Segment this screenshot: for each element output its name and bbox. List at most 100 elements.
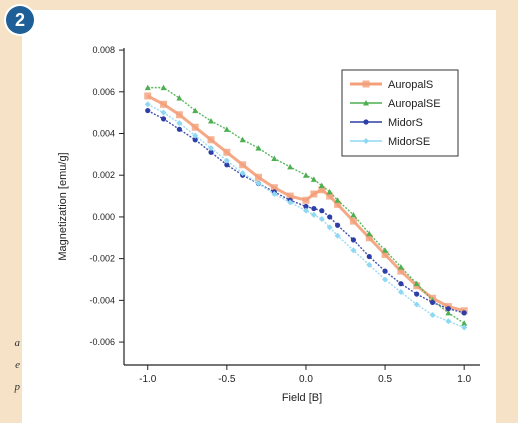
data-point	[429, 311, 436, 318]
data-point	[271, 190, 278, 197]
data-point	[334, 197, 341, 203]
data-point	[319, 208, 325, 214]
y-tick-label: 0.002	[92, 170, 115, 180]
y-tick-label: -0.006	[89, 337, 115, 347]
caption-fragment: a	[14, 337, 21, 349]
data-point	[192, 107, 199, 114]
y-tick-label: 0.006	[92, 87, 115, 97]
series-midorse	[144, 101, 468, 331]
x-axis-label: Field [B]	[282, 392, 322, 404]
x-tick-label: -0.5	[218, 374, 236, 385]
data-point	[445, 306, 451, 312]
legend-label: AuropalSE	[388, 98, 441, 110]
data-point	[350, 247, 357, 254]
data-point	[310, 176, 317, 182]
data-point	[326, 224, 333, 231]
data-point	[318, 182, 325, 189]
data-point	[208, 117, 215, 124]
data-point	[160, 109, 167, 116]
data-point	[326, 192, 334, 200]
series-line	[147, 86, 465, 324]
y-axis-label: Magnetization [emu/g]	[57, 152, 69, 260]
data-point	[302, 207, 309, 214]
data-point	[286, 192, 294, 200]
data-point	[365, 234, 373, 242]
data-point	[445, 309, 452, 316]
data-point	[334, 200, 342, 208]
y-tick-label: 0.000	[92, 212, 115, 222]
data-point	[334, 232, 341, 239]
series-auropalse	[144, 84, 468, 326]
data-point	[255, 145, 262, 151]
data-point	[310, 211, 317, 218]
data-point	[192, 132, 199, 139]
data-point	[397, 289, 404, 296]
data-point	[327, 214, 333, 220]
magnetization-chart: -0.006 -0.004 -0.002 0.000 0.002 0.004 0.006 0.…	[57, 45, 480, 404]
data-point	[160, 100, 168, 108]
data-point	[224, 162, 230, 168]
data-point	[144, 101, 151, 108]
data-point	[382, 276, 389, 283]
data-point	[366, 253, 372, 260]
data-point	[310, 190, 318, 198]
data-point	[318, 186, 326, 194]
cropped-caption-text: a e p	[0, 332, 22, 398]
data-point	[398, 281, 404, 287]
data-point	[350, 211, 357, 218]
data-point	[207, 136, 215, 144]
data-point	[335, 222, 341, 228]
data-point	[381, 250, 389, 258]
data-point	[239, 136, 246, 143]
y-tick-label: 0.008	[92, 45, 115, 55]
data-point	[397, 267, 405, 275]
data-point	[239, 170, 246, 177]
data-point	[445, 318, 452, 325]
data-point	[366, 261, 373, 268]
data-point	[175, 111, 183, 119]
caption-fragment: e	[15, 359, 20, 371]
data-point	[397, 263, 404, 270]
chart-legend: AuropalS AuropalSE MidorS MidorSE	[341, 69, 459, 157]
data-point	[192, 137, 198, 143]
legend-swatch-marker	[362, 80, 370, 88]
x-tick-label: 1.0	[457, 374, 471, 385]
data-point	[144, 84, 151, 91]
data-point	[145, 107, 151, 114]
data-point	[461, 324, 468, 331]
x-tick-label: 0.5	[378, 374, 392, 385]
data-point	[382, 268, 388, 274]
legend-label: MidorSE	[388, 136, 430, 148]
chart-panel: -0.006 -0.004 -0.002 0.000 0.002 0.004 0.006 0.…	[22, 10, 496, 423]
data-point	[160, 84, 167, 91]
plot-axes: -0.006 -0.004 -0.002 0.000 0.002 0.004 0.006 0.…	[57, 45, 480, 404]
data-point	[223, 126, 230, 132]
legend-swatch-marker	[363, 138, 369, 144]
data-point	[311, 205, 317, 212]
data-point	[287, 199, 294, 206]
data-point	[270, 184, 278, 192]
y-tick-label: -0.004	[89, 295, 115, 305]
data-point	[413, 280, 420, 287]
data-point	[239, 161, 247, 169]
data-point	[318, 216, 325, 223]
data-point	[176, 126, 182, 132]
data-point	[382, 247, 389, 253]
plot-series	[144, 84, 468, 331]
data-point	[429, 299, 436, 306]
legend-swatch-marker	[363, 100, 369, 106]
y-tick-label: -0.002	[89, 254, 115, 264]
data-point	[302, 196, 310, 204]
data-point	[271, 155, 278, 162]
data-point	[349, 217, 357, 225]
data-point	[191, 123, 199, 131]
data-point	[350, 237, 357, 243]
legend-swatch-marker	[363, 119, 369, 125]
data-point	[302, 172, 309, 178]
data-point	[208, 149, 214, 155]
data-point	[287, 163, 294, 170]
caption-fragment: p	[14, 381, 21, 393]
y-tick-label: 0.004	[92, 129, 115, 139]
data-point	[413, 301, 420, 308]
data-point	[144, 92, 152, 100]
